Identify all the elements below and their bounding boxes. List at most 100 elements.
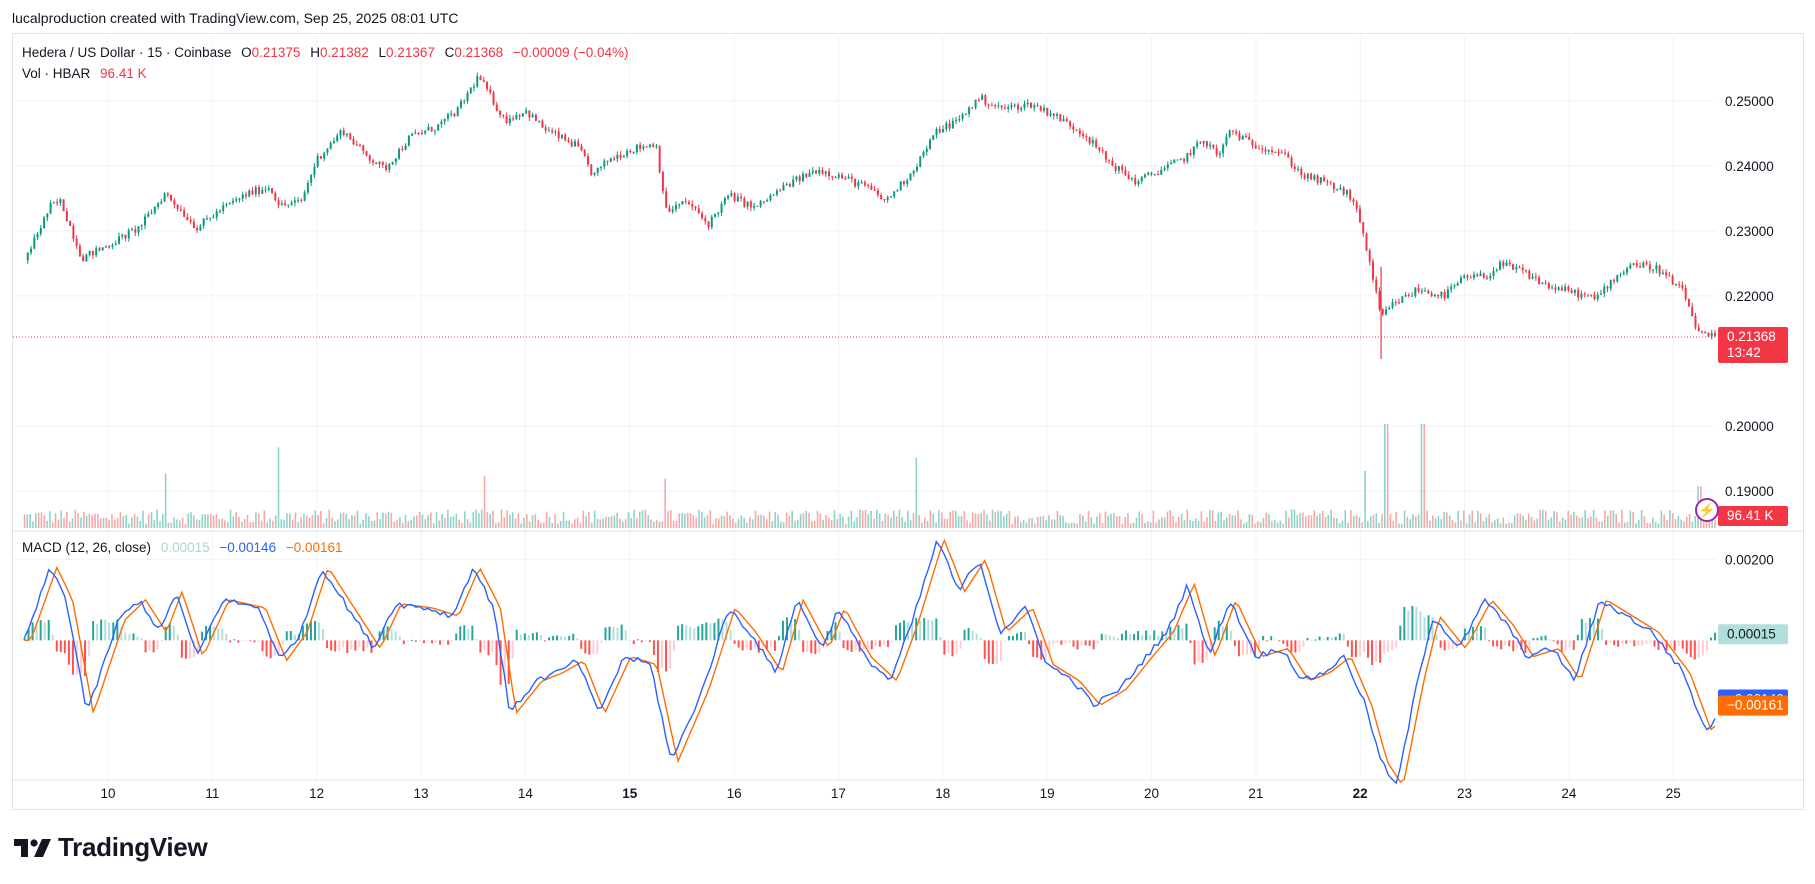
volume-bar: [1516, 513, 1519, 528]
macd-histogram-bar: [786, 617, 789, 641]
volume-bar: [311, 515, 314, 528]
macd-histogram-bar: [1233, 640, 1236, 647]
volume-bar: [983, 510, 985, 528]
macd-histogram-bar: [1387, 640, 1390, 652]
macd-histogram-bar: [519, 634, 522, 641]
macd-histogram-bar: [1641, 640, 1644, 646]
volume-bar: [940, 512, 943, 528]
candle-body: [857, 182, 860, 187]
volume-bar: [353, 515, 356, 528]
macd-histogram-bar: [511, 640, 514, 659]
candle-body: [329, 142, 332, 149]
candle-body: [1082, 134, 1085, 137]
volume-bar: [283, 519, 285, 528]
candle-body: [942, 129, 945, 133]
candle-body: [1209, 144, 1212, 147]
candle-body: [1290, 157, 1293, 167]
volume-bar: [1225, 517, 1228, 528]
volume-bar: [754, 510, 757, 528]
candle-body: [95, 248, 98, 256]
macd-histogram-bar: [955, 640, 958, 655]
candle-body: [1218, 153, 1221, 155]
tradingview-logo[interactable]: TradingView: [14, 832, 208, 863]
volume-bar: [447, 509, 449, 528]
macd-histogram-bar: [1540, 636, 1543, 641]
time-tick-label: 12: [309, 786, 324, 801]
volume-bar: [1265, 512, 1268, 528]
candle-body: [1521, 267, 1524, 271]
candle-body: [489, 89, 492, 93]
macd-histogram-bar: [1693, 640, 1696, 660]
volume-bar: [1499, 523, 1502, 528]
volume-bar: [878, 513, 881, 528]
candle-body: [440, 121, 443, 125]
candle-body: [267, 188, 270, 190]
macd-histogram-bar: [1415, 606, 1418, 641]
volume-bar: [1533, 520, 1536, 528]
candle-body: [736, 196, 739, 202]
candle-body: [91, 250, 94, 256]
macd-histogram-bar: [1512, 640, 1515, 652]
candle-body: [1606, 286, 1609, 289]
candle-body: [1648, 264, 1651, 270]
volume-bar: [218, 519, 221, 528]
macd-histogram-bar: [43, 622, 46, 641]
volume-bar: [1296, 515, 1299, 528]
candle-body: [101, 247, 104, 251]
macd-histogram-bar: [1060, 640, 1063, 645]
macd-line-value: −0.00146: [219, 540, 277, 555]
volume-bar: [1417, 514, 1420, 528]
macd-label[interactable]: MACD (12, 26, close): [22, 540, 152, 555]
volume-bar: [1031, 518, 1033, 528]
volume-bar: [1674, 519, 1677, 528]
candle-body: [1007, 107, 1010, 109]
candle-body: [1000, 105, 1003, 108]
volume-bar: [407, 521, 410, 528]
volume-label[interactable]: Vol · HBAR: [22, 66, 91, 81]
macd-histogram-bar: [1681, 640, 1684, 649]
symbol-title[interactable]: Hedera / US Dollar · 15 · Coinbase: [22, 45, 232, 60]
volume-bar: [1288, 517, 1290, 528]
candle-body: [1502, 261, 1505, 266]
candle-body: [111, 245, 114, 247]
candle-body: [1196, 142, 1199, 147]
volume-bar: [1200, 511, 1203, 528]
volume-bar: [74, 509, 77, 528]
macd-histogram-bar: [564, 636, 567, 641]
volume-bar: [822, 519, 824, 528]
candle-body: [144, 216, 147, 226]
candle-body: [319, 156, 322, 159]
macd-histogram-bar: [539, 634, 542, 641]
candle-body: [1257, 148, 1260, 150]
volume-legend: Vol · HBAR 96.41 K: [22, 66, 153, 81]
candle-body: [645, 146, 648, 148]
candle-body: [609, 158, 612, 162]
volume-bar: [669, 509, 672, 528]
macd-histogram-bar: [1145, 630, 1148, 641]
macd-histogram-bar: [693, 628, 696, 641]
macd-histogram-bar: [713, 622, 716, 641]
volume-bar: [435, 512, 438, 528]
candle-body: [1143, 174, 1146, 178]
candle-body: [1368, 250, 1371, 262]
candle-body: [1560, 287, 1563, 291]
macd-histogram-bar: [685, 625, 688, 641]
candle-body: [1349, 190, 1352, 200]
candle-body: [192, 221, 195, 229]
last-price-badge-text: 13:42: [1727, 345, 1761, 360]
flash-icon[interactable]: ⚡: [1695, 498, 1719, 522]
candle-body: [766, 200, 769, 202]
macd-histogram-bar: [120, 626, 123, 641]
candle-body: [1635, 263, 1638, 267]
volume-bar: [638, 511, 641, 528]
volume-bar: [1595, 517, 1598, 528]
volume-bar: [94, 513, 96, 528]
volume-bar: [486, 512, 489, 528]
macd-histogram-bar: [1479, 626, 1482, 641]
macd-histogram-bar: [354, 640, 357, 651]
macd-histogram-bar: [47, 620, 50, 641]
macd-histogram-bar: [160, 640, 163, 642]
volume-bar: [689, 513, 692, 528]
macd-histogram-bar: [862, 640, 865, 650]
